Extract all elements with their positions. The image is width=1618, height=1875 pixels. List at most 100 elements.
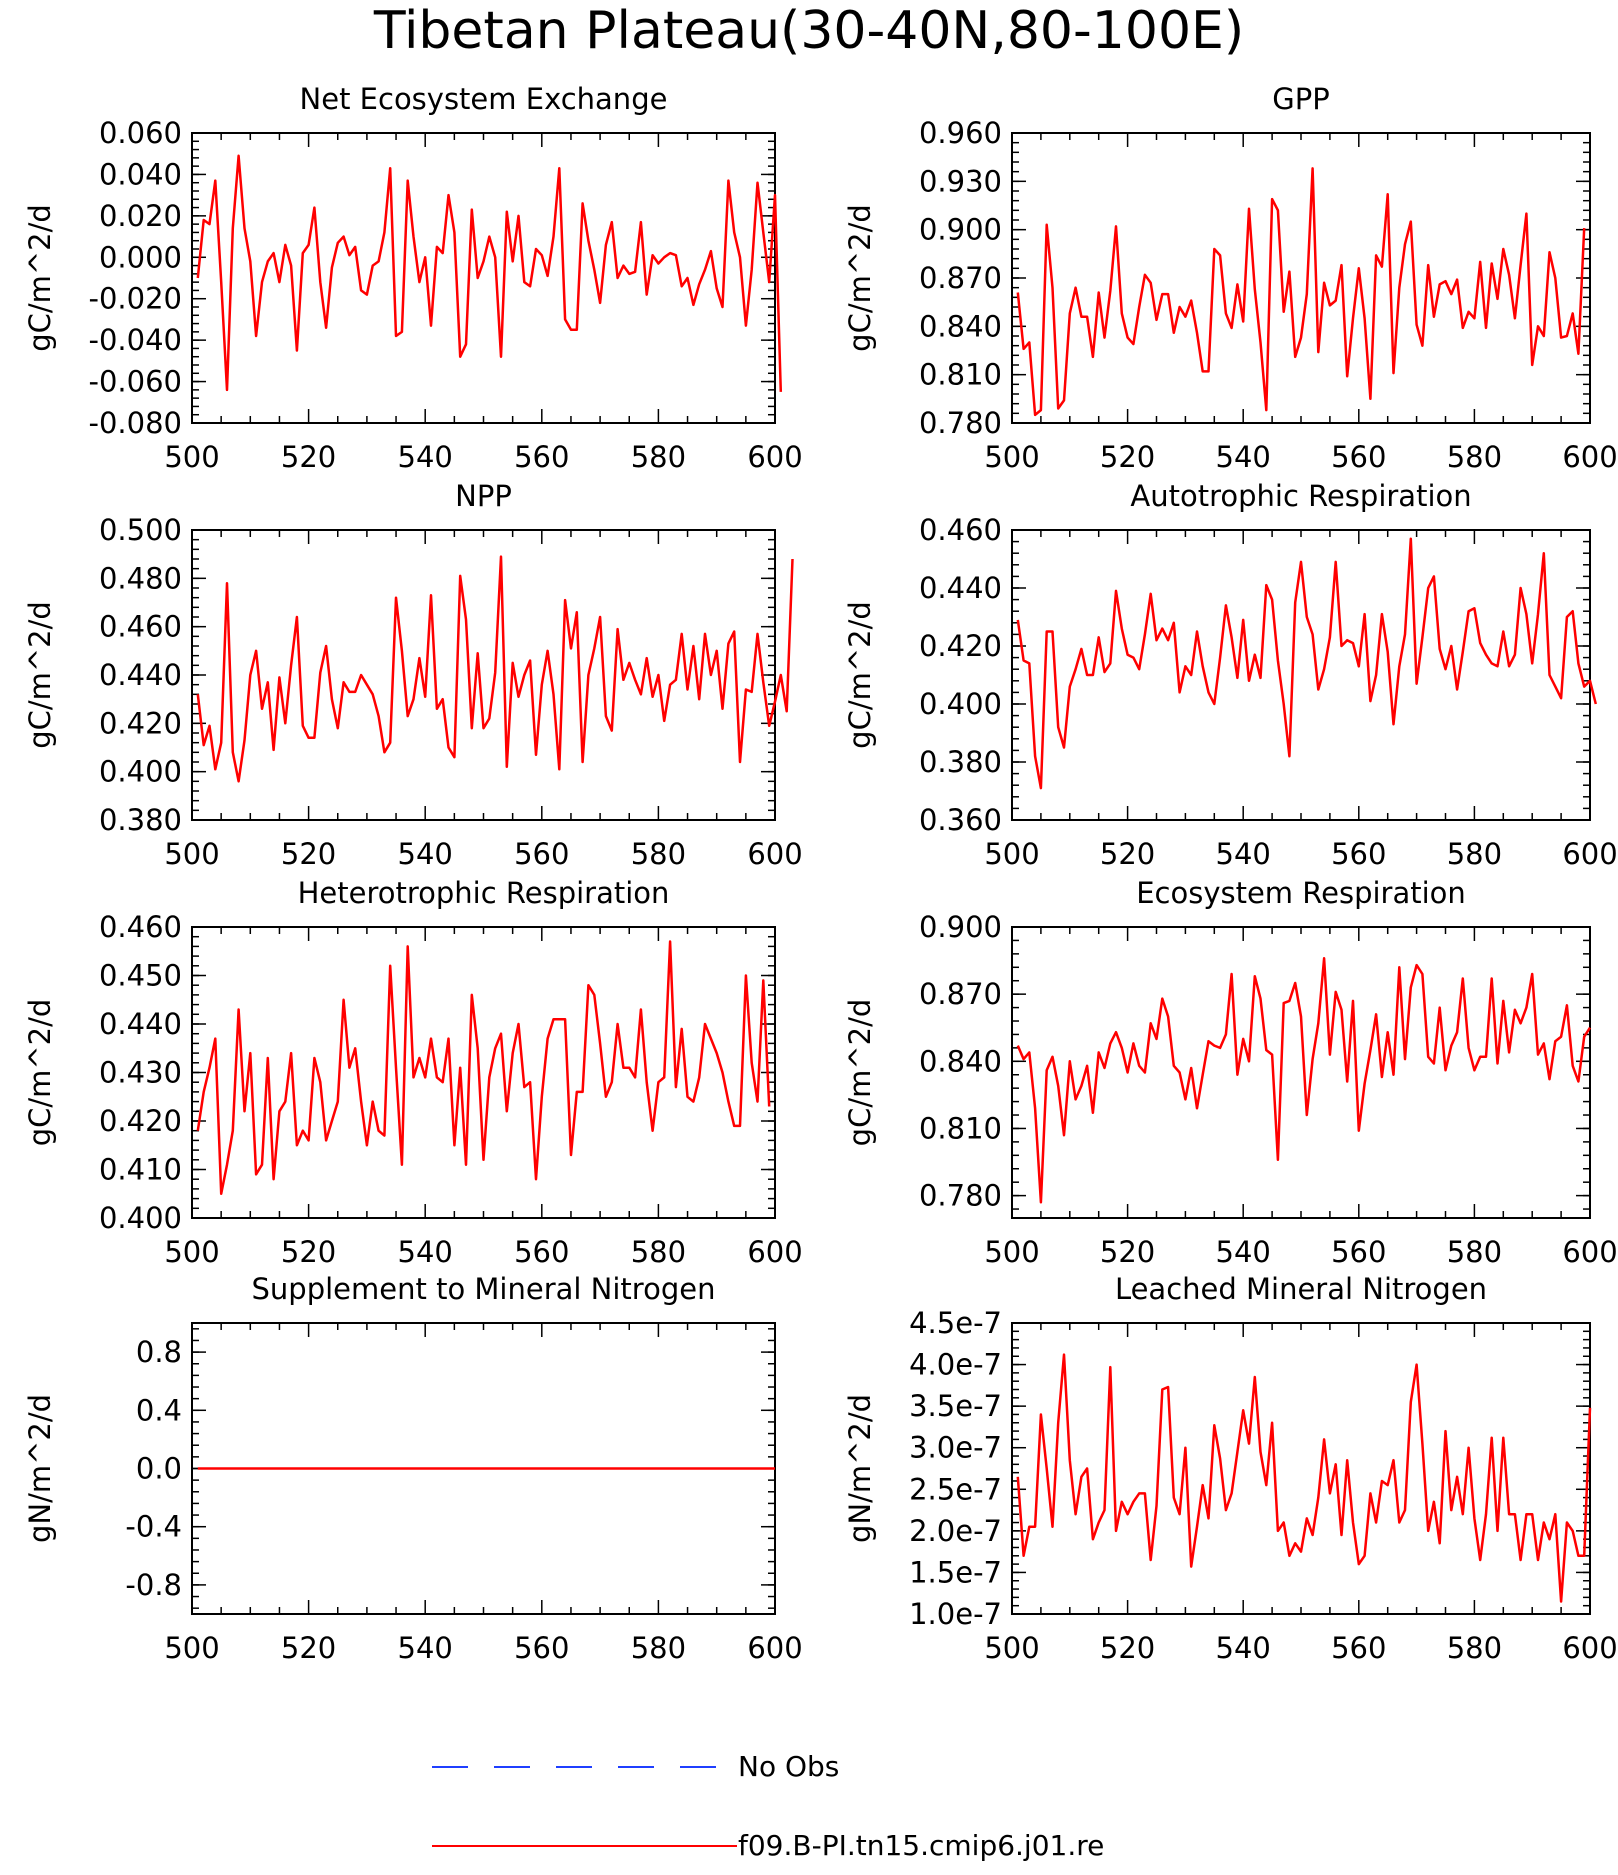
series-line-1 bbox=[1016, 1353, 1592, 1603]
x-tick-label: 540 bbox=[1216, 440, 1271, 474]
x-tick-label: 520 bbox=[281, 1235, 336, 1269]
x-tick-label: 600 bbox=[1562, 440, 1617, 474]
panel-2: GPP gC/m^2/d 500 520 540 560 580 600 0.780 0.810 0… bbox=[843, 82, 1618, 474]
x-tick-label: 580 bbox=[631, 1235, 686, 1269]
series-line-1 bbox=[196, 940, 771, 1196]
legend: No Obs f09.B-PI.tn15.cmip6.j01.re bbox=[432, 1750, 1104, 1862]
x-tick-label: 520 bbox=[281, 1631, 336, 1665]
plot-frame bbox=[1011, 132, 1591, 424]
x-tick-label: 500 bbox=[984, 440, 1039, 474]
x-tick-label: 520 bbox=[1100, 1631, 1155, 1665]
x-tick-label: 600 bbox=[1562, 1631, 1617, 1665]
y-tick-label: 0.930 bbox=[919, 164, 1002, 198]
y-tick-label: 0.430 bbox=[99, 1056, 182, 1090]
legend-label-no-obs: No Obs bbox=[738, 1750, 839, 1783]
x-tick-label: 520 bbox=[1100, 837, 1155, 871]
y-tick-label: 0.4 bbox=[136, 1393, 182, 1427]
y-axis-label: gN/m^2/d bbox=[23, 1394, 57, 1543]
x-tick-label: 560 bbox=[514, 1631, 569, 1665]
y-tick-label: 0.380 bbox=[99, 803, 182, 837]
panel-3: NPP gC/m^2/d 500 520 540 560 580 600 0.380 0.400 0… bbox=[23, 479, 803, 871]
y-tick-label: 0.900 bbox=[919, 213, 1002, 247]
y-tick-label: 0.420 bbox=[919, 629, 1002, 663]
panel-title: Net Ecosystem Exchange bbox=[300, 82, 668, 116]
figure-title: Tibetan Plateau(30-40N,80-100E) bbox=[373, 1, 1244, 61]
y-tick-label: 0.410 bbox=[99, 1153, 182, 1187]
x-tick-label: 500 bbox=[984, 1235, 1039, 1269]
y-axis-label: gC/m^2/d bbox=[23, 204, 57, 352]
panel-4: Autotrophic Respiration gC/m^2/d 500 520 540… bbox=[843, 479, 1618, 871]
y-tick-label: 0.840 bbox=[919, 309, 1002, 343]
y-axis-label: gC/m^2/d bbox=[843, 999, 877, 1147]
y-axis-label: gC/m^2/d bbox=[843, 601, 877, 749]
x-tick-label: 560 bbox=[514, 837, 569, 871]
y-tick-label: 0.960 bbox=[919, 116, 1002, 150]
x-tick-label: 500 bbox=[164, 1235, 219, 1269]
y-tick-label: 0.440 bbox=[99, 658, 182, 692]
y-tick-label: 0.460 bbox=[99, 610, 182, 644]
x-tick-label: 580 bbox=[1447, 837, 1502, 871]
x-tick-label: 540 bbox=[398, 837, 453, 871]
series-line-1 bbox=[196, 154, 783, 392]
panel-title: Supplement to Mineral Nitrogen bbox=[252, 1272, 716, 1306]
x-tick-label: 580 bbox=[631, 1631, 686, 1665]
y-tick-label: 0.360 bbox=[919, 803, 1002, 837]
y-tick-label: 0.0 bbox=[136, 1452, 182, 1486]
y-tick-label: 0.400 bbox=[99, 755, 182, 789]
panel-6: Ecosystem Respiration gC/m^2/d 500 520 540 56… bbox=[843, 876, 1618, 1269]
x-tick-label: 540 bbox=[398, 440, 453, 474]
x-tick-label: 540 bbox=[398, 1631, 453, 1665]
x-tick-label: 540 bbox=[1216, 837, 1271, 871]
y-tick-label: 2.0e-7 bbox=[909, 1514, 1002, 1548]
y-tick-label: 0.420 bbox=[99, 1104, 182, 1138]
x-tick-label: 600 bbox=[747, 1235, 802, 1269]
y-tick-label: 0.870 bbox=[919, 977, 1002, 1011]
x-tick-label: 560 bbox=[514, 1235, 569, 1269]
y-tick-label: 0.040 bbox=[99, 157, 182, 191]
x-tick-label: 560 bbox=[1331, 1631, 1386, 1665]
y-tick-label: 0.450 bbox=[99, 959, 182, 993]
y-axis-label: gN/m^2/d bbox=[843, 1394, 877, 1543]
x-tick-label: 520 bbox=[281, 837, 336, 871]
y-tick-label: 0.500 bbox=[99, 513, 182, 547]
y-tick-label: 4.5e-7 bbox=[909, 1306, 1002, 1340]
y-tick-label: 1.0e-7 bbox=[909, 1597, 1002, 1631]
y-tick-label: -0.080 bbox=[89, 406, 183, 440]
y-tick-label: -0.060 bbox=[89, 365, 183, 399]
y-tick-label: 0.020 bbox=[99, 199, 182, 233]
y-tick-label: -0.040 bbox=[89, 323, 183, 357]
series-line-1 bbox=[1016, 167, 1586, 417]
y-tick-label: -0.4 bbox=[125, 1510, 182, 1544]
x-tick-label: 600 bbox=[747, 1631, 802, 1665]
y-tick-label: 0.780 bbox=[919, 406, 1002, 440]
series-line-1 bbox=[196, 555, 794, 783]
panel-title: NPP bbox=[455, 479, 512, 513]
y-tick-label: 0.400 bbox=[99, 1201, 182, 1235]
x-tick-label: 540 bbox=[1216, 1631, 1271, 1665]
y-tick-label: 4.0e-7 bbox=[909, 1348, 1002, 1382]
y-tick-label: 2.5e-7 bbox=[909, 1472, 1002, 1506]
panel-7: Supplement to Mineral Nitrogen gN/m^2/d 50… bbox=[23, 1272, 803, 1665]
x-tick-label: 580 bbox=[631, 837, 686, 871]
y-tick-label: 0.000 bbox=[99, 240, 182, 274]
x-tick-label: 580 bbox=[1447, 1235, 1502, 1269]
x-tick-label: 520 bbox=[1100, 440, 1155, 474]
plot-frame bbox=[1011, 1322, 1591, 1615]
x-tick-label: 560 bbox=[1331, 837, 1386, 871]
y-tick-label: 1.5e-7 bbox=[909, 1555, 1002, 1589]
y-tick-label: 3.0e-7 bbox=[909, 1431, 1002, 1465]
x-tick-label: 520 bbox=[1100, 1235, 1155, 1269]
panel-title: Autotrophic Respiration bbox=[1130, 479, 1471, 513]
plot-frame bbox=[191, 926, 776, 1219]
y-tick-label: 0.440 bbox=[919, 571, 1002, 605]
x-tick-label: 560 bbox=[514, 440, 569, 474]
y-tick-label: 0.870 bbox=[919, 261, 1002, 295]
y-tick-label: 0.480 bbox=[99, 561, 182, 595]
x-tick-label: 500 bbox=[164, 440, 219, 474]
x-tick-label: 500 bbox=[164, 1631, 219, 1665]
x-tick-label: 560 bbox=[1331, 440, 1386, 474]
panel-5: Heterotrophic Respiration gC/m^2/d 500 520 5… bbox=[23, 876, 803, 1269]
panel-title: GPP bbox=[1272, 82, 1329, 116]
y-tick-label: -0.8 bbox=[125, 1568, 182, 1602]
x-tick-label: 520 bbox=[281, 440, 336, 474]
